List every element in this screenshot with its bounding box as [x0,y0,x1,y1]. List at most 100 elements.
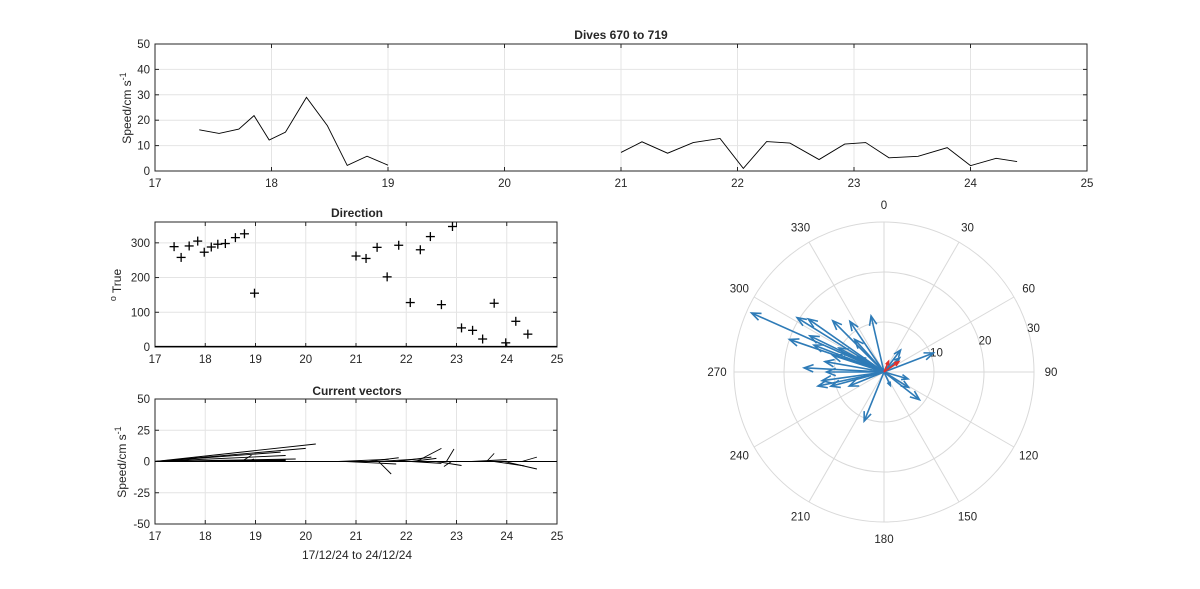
speed-xtick-label: 25 [1081,178,1094,190]
polar-arrow-shaft [853,338,885,373]
polar-arrow-head [824,367,837,377]
direction-title: Direction [331,206,383,220]
polar-theta-label: 240 [730,451,749,463]
vector-stick [154,451,281,462]
polar-theta-label: 0 [881,200,887,212]
speed-xtick-label: 18 [265,178,278,190]
polar-theta-label: 60 [1022,284,1035,296]
polar-arrow-shaft [821,371,885,382]
vectors-panel: Current vectors Speed/cm s-1 17/12/24 to… [113,384,563,562]
direction-point [501,338,511,348]
polar-arrow-head [795,316,808,327]
polar-arrow-shaft [863,371,885,422]
polar-arrow-head [815,379,828,389]
polar-arrow-shaft [832,354,885,373]
polar-mean-arrow [883,360,901,373]
direction-point [382,272,392,282]
speed-xtick-label: 20 [498,178,511,190]
polar-spoke [808,371,885,503]
direction-ytick-label: 100 [131,307,150,319]
direction-xtick-label: 20 [299,354,312,366]
direction-point [372,242,382,252]
vectors-xtick-label: 22 [400,531,413,543]
polar-arrow [806,317,885,373]
polar-arrow-head [806,317,819,328]
polar-spoke [753,371,885,448]
speed-panel: Dives 670 to 719 Speed/cm s-1 17 18 19 20 21… [118,28,1093,190]
direction-point [176,252,186,262]
polar-panel: 0 30 60 90 120 150 180 210 240 270 300 330 10 20 30 [707,200,1057,546]
vectors-ytick-label: -50 [133,519,150,531]
vector-stick [185,460,276,462]
direction-point [249,288,259,298]
vector-stick [378,461,392,475]
direction-point [230,233,240,243]
direction-point [213,239,223,249]
vectors-xtick-label: 17 [149,531,162,543]
polar-arrow-head [886,381,892,388]
polar-mean-arrow [883,359,890,373]
polar-theta-label: 180 [874,534,893,546]
direction-xtick-label: 19 [249,354,262,366]
polar-arrow-head [822,358,835,368]
vector-stick [411,461,442,464]
polar-arrow-shaft [883,371,892,386]
speed-series-line [199,96,389,167]
vector-stick [154,455,286,462]
direction-xtick-label: 18 [199,354,212,366]
polar-arrow-head [856,355,867,365]
direction-xtick-label: 24 [500,354,513,366]
vectors-xtick-label: 21 [350,531,363,543]
vectors-title: Current vectors [312,384,402,398]
vector-stick [368,457,399,462]
vector-stick [446,448,455,462]
polar-arrow [847,371,885,387]
speed-ytick-label: 0 [144,166,150,178]
polar-arrow-head [819,375,833,384]
polar-arrow-head [853,337,864,349]
polar-theta-label: 90 [1045,367,1058,379]
polar-arrow [883,371,892,388]
vector-stick [504,461,538,470]
polar-arrow-shaft [883,352,934,373]
vectors-xtick-label: 19 [249,531,262,543]
polar-mean-arrow-head [885,359,890,366]
direction-point [415,245,425,255]
polar-theta-label: 210 [791,512,810,524]
speed-ytick-label: 20 [137,115,150,127]
vector-stick [486,453,495,462]
polar-r-label: 10 [930,347,943,359]
polar-arrow-head [923,352,936,361]
polar-spoke [883,296,1015,373]
polar-arrow-head [830,353,843,363]
direction-point [239,229,249,239]
vector-stick [471,459,507,462]
direction-point [193,236,203,246]
speed-xtick-label: 17 [149,178,162,190]
polar-arrow [883,371,911,381]
speed-ytick-label: 40 [137,64,150,76]
polar-arrow-head [909,390,922,402]
direction-xtick-label: 21 [350,354,363,366]
polar-arrow [883,371,911,389]
vectors-ylabel: Speed/cm s-1 [113,426,129,497]
polar-theta-label: 30 [961,222,974,234]
speed-xtick-label: 19 [382,178,395,190]
polar-arrow [828,371,885,389]
polar-arrow [856,355,885,373]
polar-arrow-head [900,380,911,389]
vectors-xtick-label: 18 [199,531,212,543]
speed-xtick-label: 23 [848,178,861,190]
vectors-ytick-label: 0 [144,457,150,469]
direction-point [184,241,194,251]
polar-arrow [830,353,885,373]
polar-theta-label: 120 [1019,451,1038,463]
speed-title: Dives 670 to 719 [574,28,668,42]
speed-series-line [620,138,1018,170]
polar-arrow-shaft [849,320,885,373]
polar-spoke [883,371,960,503]
polar-spoke [883,241,960,373]
polar-arrow [822,358,885,373]
direction-point [351,251,361,261]
